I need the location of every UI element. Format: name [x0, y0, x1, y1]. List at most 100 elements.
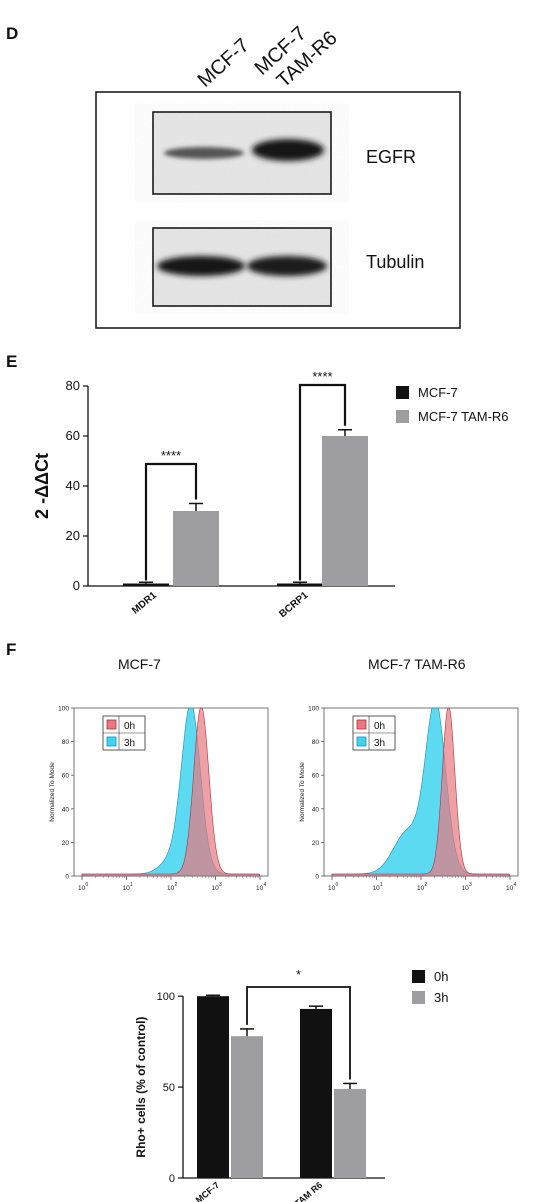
y-tick-label: 80: [66, 378, 80, 393]
y-tick-label: 40: [62, 806, 70, 813]
x-tick-label: 10: [506, 885, 514, 892]
egfr-band-mcf7: [164, 147, 244, 159]
band-label-tubulin: Tubulin: [366, 252, 424, 272]
flow-legend-label-3h: 3h: [124, 738, 135, 749]
qpcr-bar-chart: 0 20 40 60 80 2 -ΔΔCt MDR1 BCRP1 MCF-7 MCF-7 TAM-…: [32, 369, 509, 620]
y-tick-label: 20: [62, 840, 70, 847]
x-tick-label: 10: [417, 885, 425, 892]
tubulin-band-mcf7: [157, 256, 245, 276]
flow-legend-label-0h: 0h: [124, 721, 135, 732]
y-tick-label: 60: [62, 773, 70, 780]
significance-label: ****: [161, 448, 181, 463]
bar-mcf-7-mdr1: [123, 583, 169, 586]
flow-title-mcf7: MCF-7: [118, 656, 161, 672]
significance-bracket: [246, 986, 351, 1080]
x-tick-exponent: 2: [425, 882, 428, 888]
panel-d-letter: D: [6, 24, 19, 43]
bar-3h-mcf-7-tam-r6: [334, 1088, 366, 1178]
egfr-band-tamr6: [252, 139, 324, 161]
y-tick-label: 60: [312, 773, 320, 780]
y-tick-label: 100: [308, 706, 319, 713]
flow-legend-swatch-0h: [356, 719, 367, 730]
lane-label-mcf7: MCF-7: [194, 34, 254, 91]
panel-f-letter: F: [6, 640, 17, 659]
y-tick-label: 0: [169, 1173, 175, 1185]
legend-swatch: [396, 386, 409, 399]
panel-e-letter: E: [6, 352, 18, 371]
x-tick-exponent: 0: [86, 882, 89, 888]
x-tick-exponent: 4: [514, 882, 517, 888]
western-blot-panel: MCF-7 MCF-7 TAM-R6 EGFR Tubulin: [95, 9, 461, 329]
y-tick-label: 0: [315, 874, 319, 881]
legend-label: MCF-7 TAM-R6: [418, 409, 509, 424]
y-tick-label: 50: [163, 1082, 175, 1094]
bar-0h-mcf-7: [197, 996, 229, 1178]
x-tick-exponent: 4: [264, 882, 267, 888]
y-axis-label: Rho+ cells (% of control): [134, 1017, 148, 1158]
tubulin-band-tamr6: [247, 256, 327, 276]
y-axis-label: 2 -ΔΔCt: [32, 453, 52, 519]
significance-label: ****: [312, 369, 332, 384]
y-tick-label: 20: [312, 840, 320, 847]
histogram-0h: [81, 707, 261, 877]
legend-swatch: [412, 970, 425, 983]
significance-label: *: [296, 967, 301, 982]
x-tick-exponent: 3: [219, 882, 222, 888]
significance-bracket: [298, 383, 347, 581]
x-category-label: BCRP1: [277, 590, 310, 620]
legend-label: 3h: [434, 990, 448, 1005]
x-tick-label: 10: [78, 885, 86, 892]
legend-label: 0h: [434, 969, 448, 984]
x-tick-label: 10: [123, 885, 131, 892]
x-tick-exponent: 0: [336, 882, 339, 888]
x-tick-label: 10: [212, 885, 220, 892]
y-tick-label: 100: [58, 706, 69, 713]
bar-3h-mcf-7: [231, 1036, 263, 1178]
flow-title-tamr6: MCF-7 TAM-R6: [368, 656, 466, 672]
flow-legend-swatch-3h: [106, 736, 117, 747]
y-tick-label: 40: [66, 478, 80, 493]
lane-label-tamr6: MCF-7 TAM-R6: [251, 9, 342, 97]
x-tick-label: 10: [328, 885, 336, 892]
x-tick-label: 10: [256, 885, 264, 892]
histogram-0h: [331, 707, 511, 877]
significance-bracket: [144, 462, 198, 581]
x-category-label: MCF-7 TAM R6: [270, 1180, 325, 1202]
bar-mcf-7-tam-r6-mdr1: [173, 511, 219, 586]
band-label-egfr: EGFR: [366, 147, 416, 167]
flow-legend-swatch-3h: [356, 736, 367, 747]
bar-mcf-7-tam-r6-bcrp1: [322, 436, 368, 586]
y-tick-label: 20: [66, 528, 80, 543]
x-tick-label: 10: [167, 885, 175, 892]
legend-swatch: [396, 410, 409, 423]
y-tick-label: 80: [62, 739, 70, 746]
bar-mcf-7-bcrp1: [277, 583, 323, 586]
x-tick-label: 10: [462, 885, 470, 892]
egfr-blot: [152, 111, 332, 195]
x-category-label: MCF-7: [194, 1180, 221, 1202]
y-tick-label: 0: [65, 874, 69, 881]
x-tick-exponent: 3: [469, 882, 472, 888]
y-tick-label: 100: [157, 991, 175, 1003]
bar-0h-mcf-7-tam-r6: [300, 1008, 332, 1178]
legend-swatch: [412, 991, 425, 1004]
y-tick-label: 0: [73, 578, 80, 593]
y-tick-label: 80: [312, 739, 320, 746]
tubulin-blot: [152, 227, 332, 307]
flow-legend-swatch-0h: [106, 719, 117, 730]
x-category-label: MDR1: [130, 590, 159, 617]
x-tick-exponent: 1: [130, 882, 133, 888]
flow-legend-label-0h: 0h: [374, 721, 385, 732]
y-tick-label: 60: [66, 428, 80, 443]
x-tick-exponent: 1: [380, 882, 383, 888]
flow-legend-label-3h: 3h: [374, 738, 385, 749]
y-tick-label: 40: [312, 806, 320, 813]
x-tick-exponent: 2: [175, 882, 178, 888]
y-axis-label: Normalized To Mode: [299, 762, 306, 822]
rho-bar-chart: 0 50 100 Rho+ cells (% of control) MCF-7 MCF-…: [134, 967, 448, 1202]
y-axis-label: Normalized To Mode: [49, 762, 56, 822]
legend-label: MCF-7: [418, 385, 458, 400]
x-tick-label: 10: [373, 885, 381, 892]
